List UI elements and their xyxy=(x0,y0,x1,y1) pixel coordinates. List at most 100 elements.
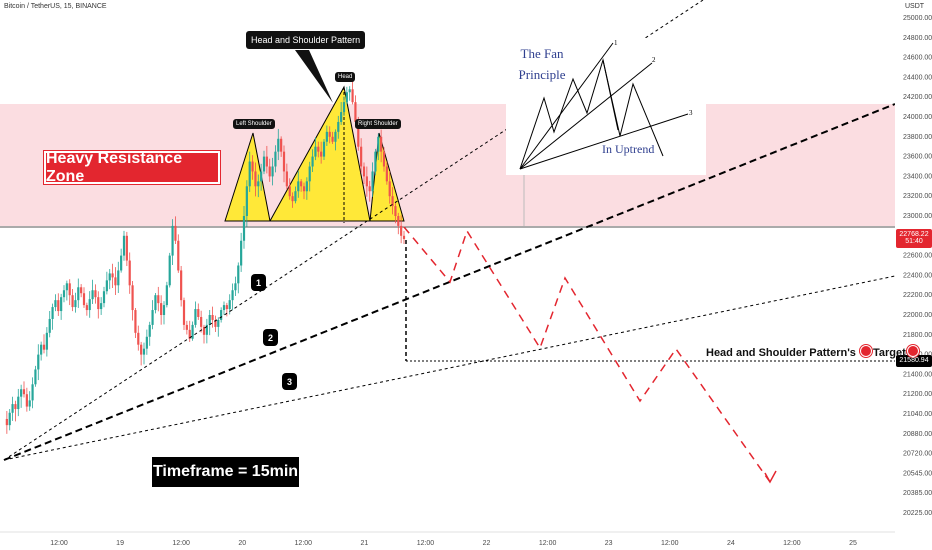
price-tick-label: 22000.00 xyxy=(903,312,932,319)
candle-body xyxy=(311,156,314,167)
candle-body xyxy=(382,151,386,167)
candle-body xyxy=(237,265,240,284)
candle-body xyxy=(294,191,297,202)
candle-body xyxy=(257,181,260,187)
candle-body xyxy=(120,255,123,271)
candle-body xyxy=(265,156,268,167)
candle-body xyxy=(331,136,334,142)
candle-body xyxy=(254,171,257,187)
candle-body xyxy=(262,156,266,172)
fan-inset-label-2: 2 xyxy=(652,56,656,64)
candle-body xyxy=(251,161,254,172)
current-price-tag: 22768.22 51:40 xyxy=(896,231,932,245)
candle-body xyxy=(22,389,26,395)
candle-body xyxy=(97,297,100,310)
candle-body xyxy=(354,102,357,122)
candle-body xyxy=(48,318,51,333)
candle-body xyxy=(94,290,97,298)
price-axis[interactable] xyxy=(895,0,932,550)
candle-body xyxy=(180,270,183,301)
timeframe-label: Timeframe = 15min xyxy=(152,457,299,487)
candle-body xyxy=(328,131,331,137)
candle-body xyxy=(100,303,103,310)
candle-body xyxy=(214,319,217,327)
candle-body xyxy=(142,348,146,355)
time-tick-label: 24 xyxy=(727,540,735,547)
candle-body xyxy=(25,394,28,407)
candle-body xyxy=(371,171,374,192)
candle-body xyxy=(91,290,94,300)
candle-body xyxy=(391,196,394,207)
target-price-tag-bg xyxy=(896,355,932,367)
candle-body xyxy=(205,324,208,335)
candle-body xyxy=(62,290,66,298)
candle-body xyxy=(394,206,397,216)
candle-body xyxy=(282,151,286,172)
candle-body xyxy=(117,270,120,286)
candle-body xyxy=(340,112,343,122)
candle-body xyxy=(85,305,88,311)
candle-body xyxy=(302,186,306,192)
candle-body xyxy=(397,216,400,226)
time-tick-label: 12:00 xyxy=(539,540,557,547)
time-tick-label: 12:00 xyxy=(172,540,190,547)
candle-body xyxy=(334,131,337,142)
candle-body xyxy=(82,293,86,306)
price-tick-label: 24600.00 xyxy=(903,55,932,62)
head-label: Head xyxy=(335,72,356,82)
candle-body xyxy=(400,225,403,236)
candle-body xyxy=(362,166,366,177)
price-tick-label: 23400.00 xyxy=(903,173,932,180)
projection-arrowhead xyxy=(764,470,777,484)
candle-body xyxy=(188,329,191,339)
target-label: Head and Shoulder Pattern's Target xyxy=(706,345,920,359)
right-shoulder-label: Right Shoulder xyxy=(355,119,401,129)
time-tick-label: 22 xyxy=(483,540,491,547)
candle-body xyxy=(320,151,323,157)
pattern-callout-text: Head and Shoulder Pattern xyxy=(251,35,361,45)
head-triangle xyxy=(269,85,371,222)
candle-body xyxy=(105,280,108,292)
fan-number-badge-1: 1 xyxy=(251,274,266,291)
time-tick-label: 12:00 xyxy=(417,540,435,547)
candle-body xyxy=(60,297,63,312)
candle-body xyxy=(57,300,60,312)
candle-body xyxy=(234,283,237,291)
candle-body xyxy=(65,283,68,291)
time-axis-ticks[interactable]: 12:00 19 12:00 20 12:00 21 12:00 22 12:00 23 12:00… xyxy=(50,540,857,547)
price-tick-label: 24000.00 xyxy=(903,114,932,121)
candle-body xyxy=(317,146,320,152)
price-axis-ticks: 25000.00 24800.00 24600.00 24400.00 24200.00… xyxy=(903,15,932,517)
price-tick-label: 20385.00 xyxy=(903,490,932,497)
candle-body xyxy=(402,235,406,239)
candle-body xyxy=(231,290,234,301)
candle-body xyxy=(288,186,291,197)
candle-body xyxy=(171,225,174,256)
candle-body xyxy=(197,309,200,317)
candle-body xyxy=(68,283,71,296)
candle-body xyxy=(71,295,74,308)
candle-body xyxy=(322,141,326,157)
candle-body xyxy=(271,166,274,177)
pattern-callout: Head and Shoulder Pattern xyxy=(246,31,366,49)
candle-body xyxy=(357,121,360,147)
candle-body xyxy=(360,146,363,167)
price-tick-label: 20880.00 xyxy=(903,431,932,438)
price-tick-label: 21040.00 xyxy=(903,411,932,418)
candle-body xyxy=(185,324,188,330)
price-tick-label: 21400.00 xyxy=(903,371,932,378)
candle-body xyxy=(351,89,354,103)
candle-body xyxy=(305,181,308,192)
candle-body xyxy=(194,309,197,325)
resistance-zone-label: Heavy Resistance Zone xyxy=(44,150,220,185)
candle-body xyxy=(51,307,54,319)
candle-body xyxy=(345,92,348,103)
candle-body xyxy=(151,310,154,325)
fan-principle-inset: The Fan Principle In Uptrend 1 2 3 xyxy=(506,38,706,175)
time-tick-label: 12:00 xyxy=(50,540,68,547)
price-tick-label: 21200.00 xyxy=(903,391,932,398)
candle-body xyxy=(5,418,8,426)
candle-body xyxy=(277,138,280,152)
candle-body xyxy=(385,166,388,182)
